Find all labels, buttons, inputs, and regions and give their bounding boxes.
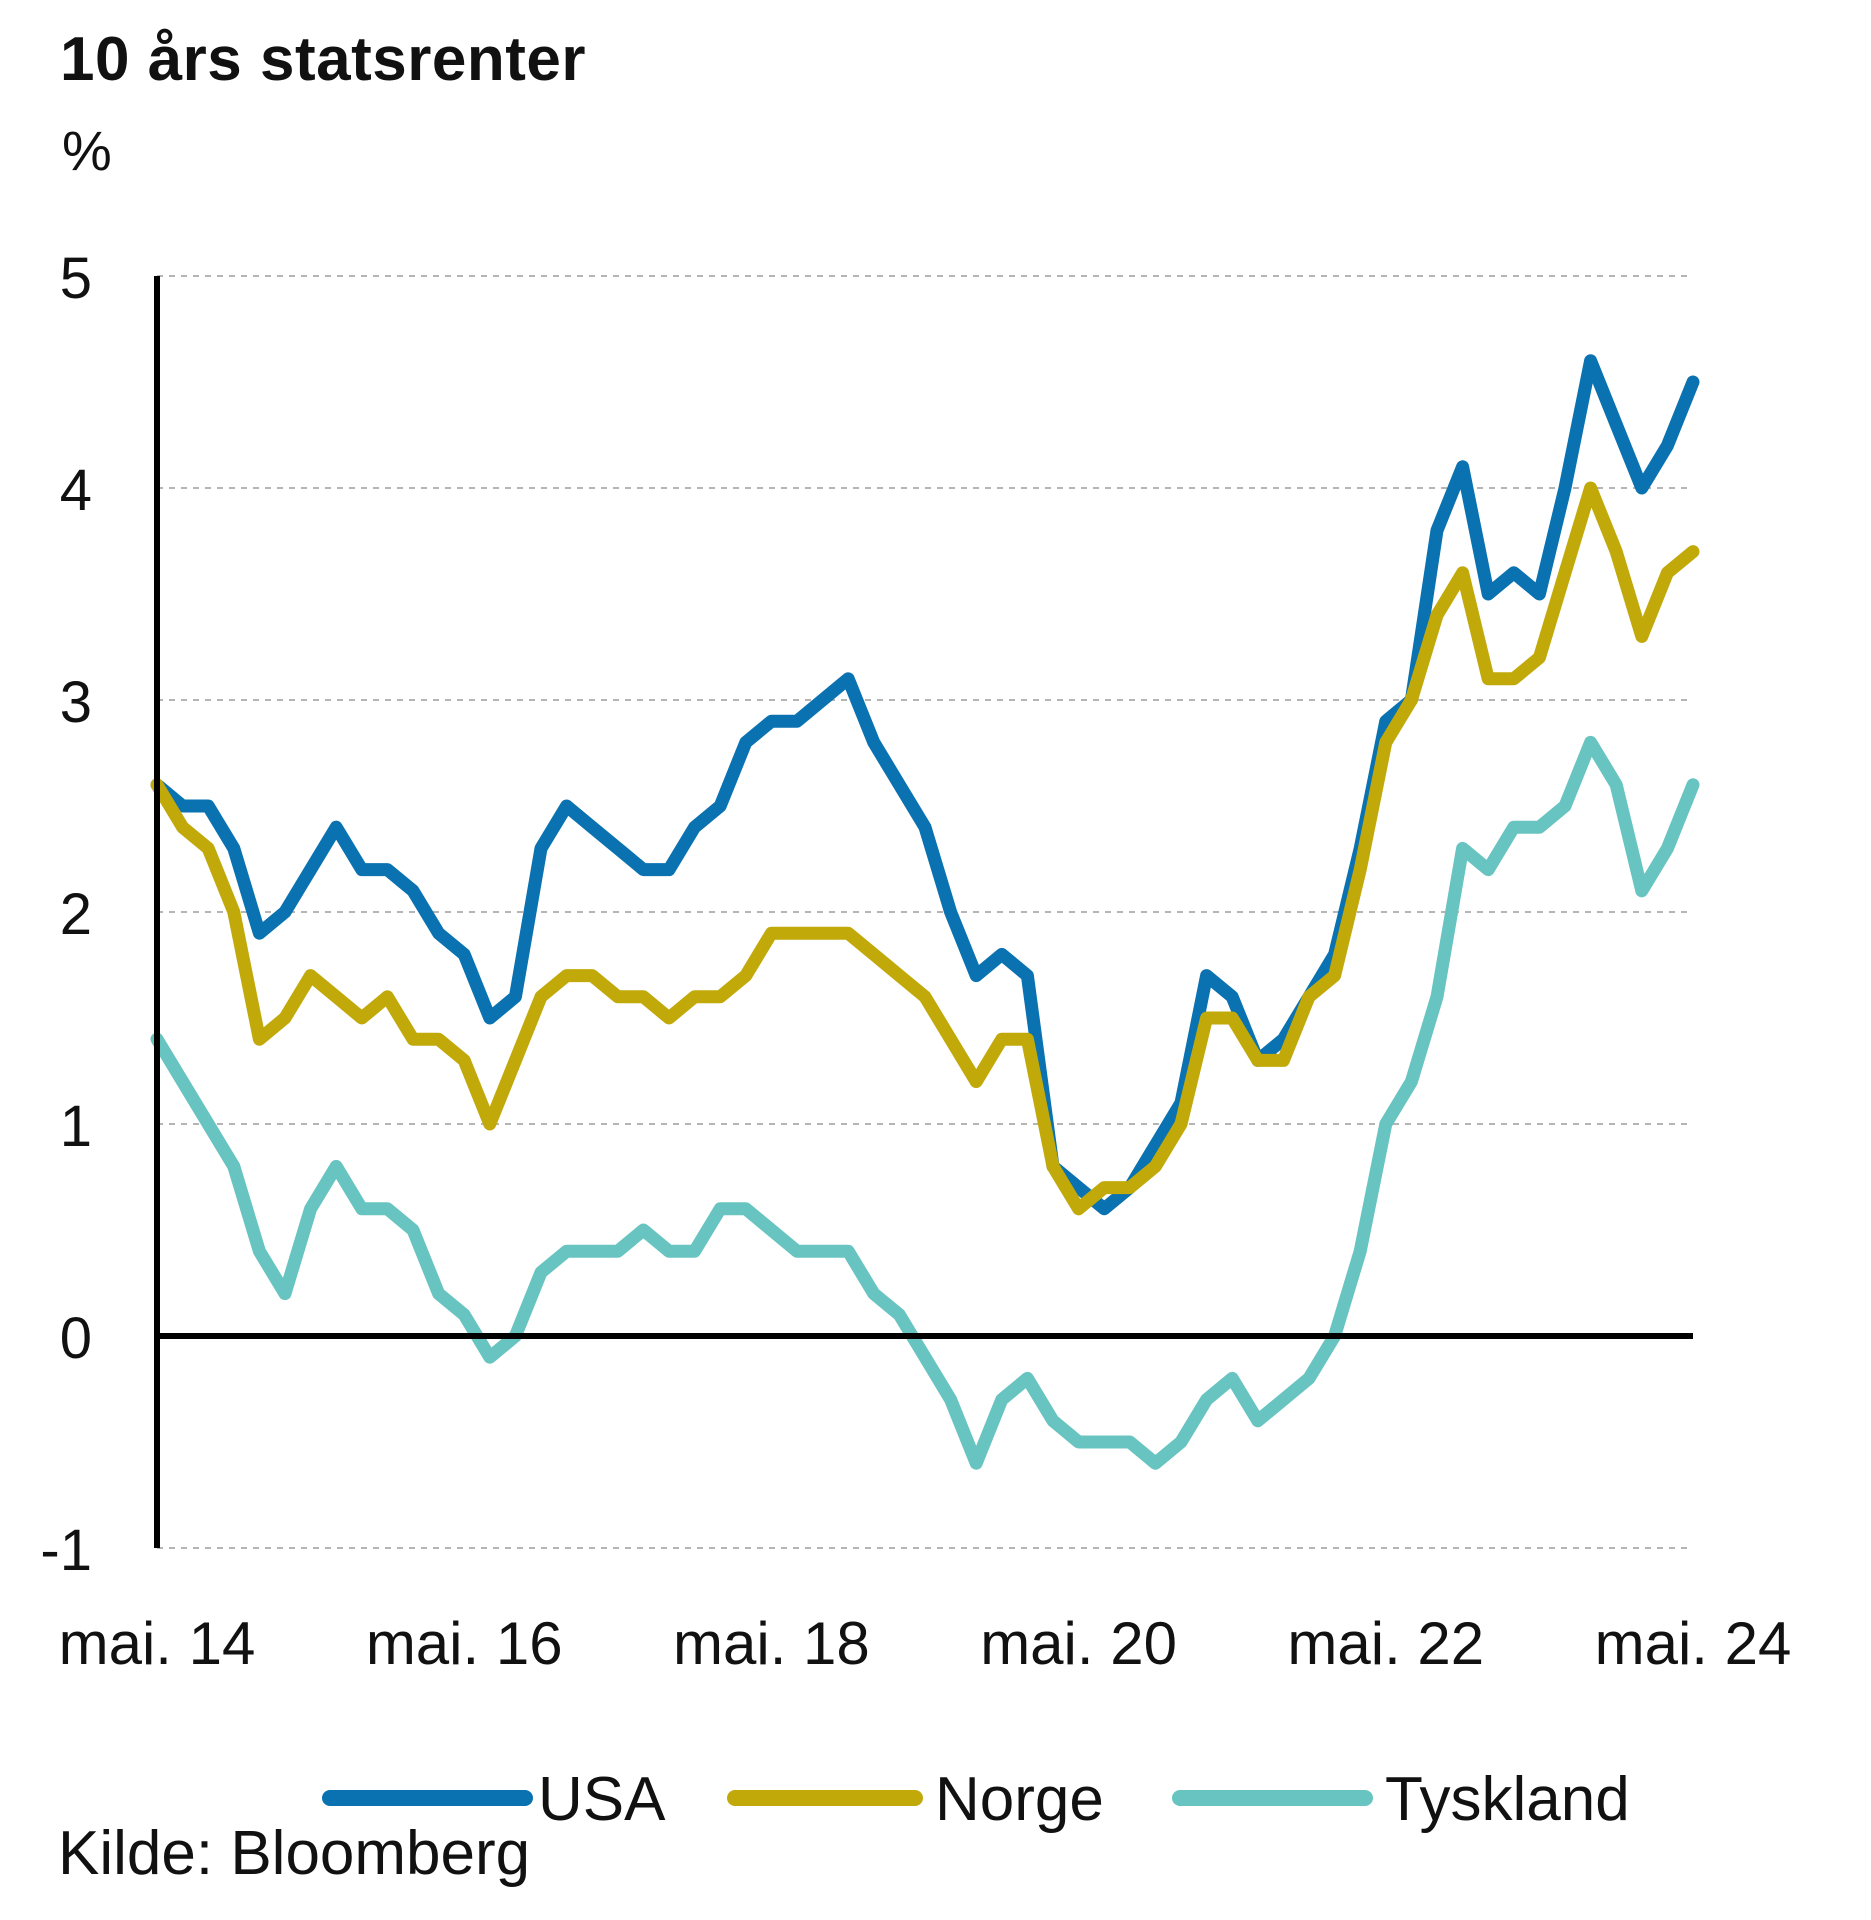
x-tick-label: mai. 24 (1595, 1610, 1792, 1677)
series-line-tyskland (150, 735, 1700, 1470)
series-line-norge (150, 481, 1700, 1216)
x-tick-labels: mai. 14 mai. 16 mai. 18 mai. 20 mai. 22 mai. … (59, 1610, 1792, 1677)
axes (154, 276, 1693, 1548)
y-tick-labels: -1 0 1 2 3 4 5 (40, 246, 92, 1583)
x-tick-label: mai. 14 (59, 1610, 256, 1677)
y-axis-unit: % (62, 119, 112, 182)
y-tick-label: 4 (60, 458, 92, 523)
legend: USA Norge Tyskland (322, 1765, 1630, 1834)
legend-label-usa: USA (538, 1765, 666, 1834)
chart-title: 10 års statsrenter (60, 25, 586, 94)
y-tick-label: 2 (60, 882, 92, 947)
x-tick-label: mai. 18 (673, 1610, 870, 1677)
x-tick-label: mai. 22 (1287, 1610, 1484, 1677)
y-tick-label: 0 (60, 1306, 92, 1371)
source-note: Kilde: Bloomberg (58, 1819, 531, 1888)
series-lines (150, 354, 1700, 1470)
legend-label-norge: Norge (935, 1765, 1104, 1834)
x-tick-label: mai. 16 (366, 1610, 563, 1677)
y-tick-label: 5 (60, 246, 92, 311)
y-tick-label: 1 (60, 1094, 92, 1159)
x-tick-label: mai. 20 (980, 1610, 1177, 1677)
grid-lines (157, 275, 1693, 1549)
series-line-usa (150, 354, 1700, 1216)
y-tick-label: 3 (60, 670, 92, 735)
y-tick-label: -1 (40, 1518, 92, 1583)
legend-label-tyskland: Tyskland (1385, 1765, 1630, 1834)
